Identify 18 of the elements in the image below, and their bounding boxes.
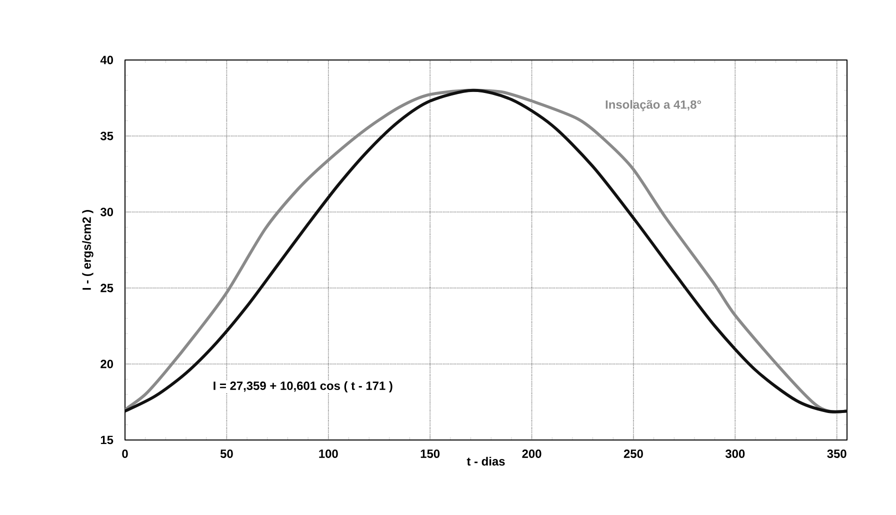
y-tick-label: 40 xyxy=(100,56,113,64)
y-tick-label: 35 xyxy=(100,132,114,140)
y-tick-label: 30 xyxy=(100,208,113,216)
y-tick-label: 25 xyxy=(100,284,114,292)
x-tick-label: 150 xyxy=(420,450,440,458)
x-tick-label: 50 xyxy=(220,450,233,458)
y-tick-label: 15 xyxy=(100,436,114,444)
x-tick-label: 100 xyxy=(319,450,338,458)
x-axis-title: t - dias xyxy=(466,456,505,466)
y-tick-label: 20 xyxy=(100,360,113,368)
x-tick-label: 0 xyxy=(122,450,128,458)
series-label: Insolação a 41,8° xyxy=(606,100,702,112)
x-tick-label: 200 xyxy=(522,450,542,458)
x-tick-label: 300 xyxy=(725,450,745,458)
x-tick-label: 250 xyxy=(624,450,643,458)
y-axis-title: I - ( ergs/cm2 ) xyxy=(82,210,94,290)
annotation: I = 27,359 + 10,601 cos ( t - 171 ) xyxy=(214,381,392,392)
x-tick-label: 350 xyxy=(827,450,846,458)
